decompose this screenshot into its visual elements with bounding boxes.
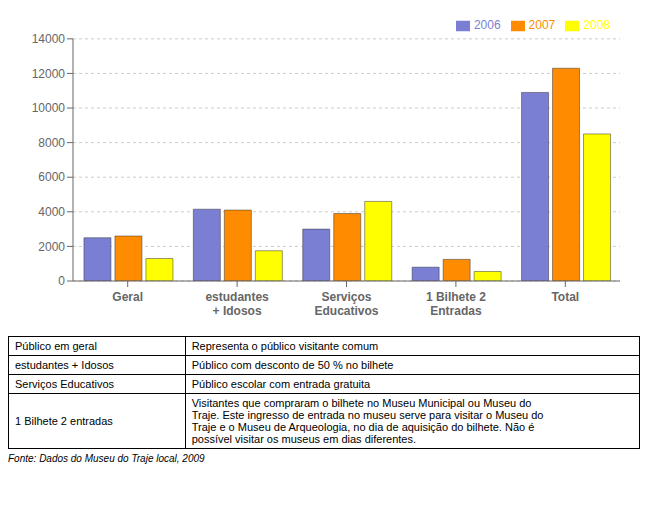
html-text:Visitantes que compraram o bil: Visitantes que compraram o bilhete no Mu… xyxy=(191,397,532,409)
svg-text:1 Bilhete 2Entradas: 1 Bilhete 2Entradas xyxy=(426,290,486,318)
svg-text:4000: 4000 xyxy=(38,205,65,219)
html-text:2008: 2008 xyxy=(583,18,610,32)
html-text:estudantes + Idosos: estudantes + Idosos xyxy=(15,359,114,371)
html-text:Público em geral: Público em geral xyxy=(15,340,97,352)
svg-text:ServiçosEducativos: ServiçosEducativos xyxy=(314,290,378,318)
html-text:2007: 2007 xyxy=(528,18,556,32)
svg-text:0: 0 xyxy=(58,274,65,288)
svg-text:2000: 2000 xyxy=(38,240,65,254)
html-text:possível visitar os museus em: possível visitar os museus em dias difer… xyxy=(191,433,416,445)
html-text:Público escolar com entrada gr: Público escolar com entrada gratuita xyxy=(191,378,371,390)
html-text:2006: 2006 xyxy=(473,18,501,32)
svg-text:10000: 10000 xyxy=(32,101,66,115)
html-text:1 Bilhete 2 entradas: 1 Bilhete 2 entradas xyxy=(15,415,113,427)
svg-text:estudantes+ Idosos: estudantes+ Idosos xyxy=(205,290,269,318)
html-text:Traje e o Museu de Arqueologia: Traje e o Museu de Arqueologia, no dia d… xyxy=(191,421,535,433)
html-text:Representa o público visitante: Representa o público visitante comum xyxy=(191,340,379,352)
html-text:Serviços Educativos: Serviços Educativos xyxy=(15,378,114,390)
svg-text:6000: 6000 xyxy=(38,170,65,184)
html-text:Traje. Este ingresso de entrad: Traje. Este ingresso de entrada no museu… xyxy=(191,409,544,421)
svg-text:14000: 14000 xyxy=(32,32,66,46)
html-text:Fonte: Dados do Museu do Traje: Fonte: Dados do Museu do Traje local, 20… xyxy=(8,453,205,464)
svg-text:Total: Total xyxy=(551,290,579,304)
svg-text:12000: 12000 xyxy=(32,67,66,81)
svg-text:Geral: Geral xyxy=(112,290,143,304)
html-text:Público com desconto de 50 % n: Público com desconto de 50 % no bilhete xyxy=(191,359,394,371)
svg-text:8000: 8000 xyxy=(38,136,65,150)
